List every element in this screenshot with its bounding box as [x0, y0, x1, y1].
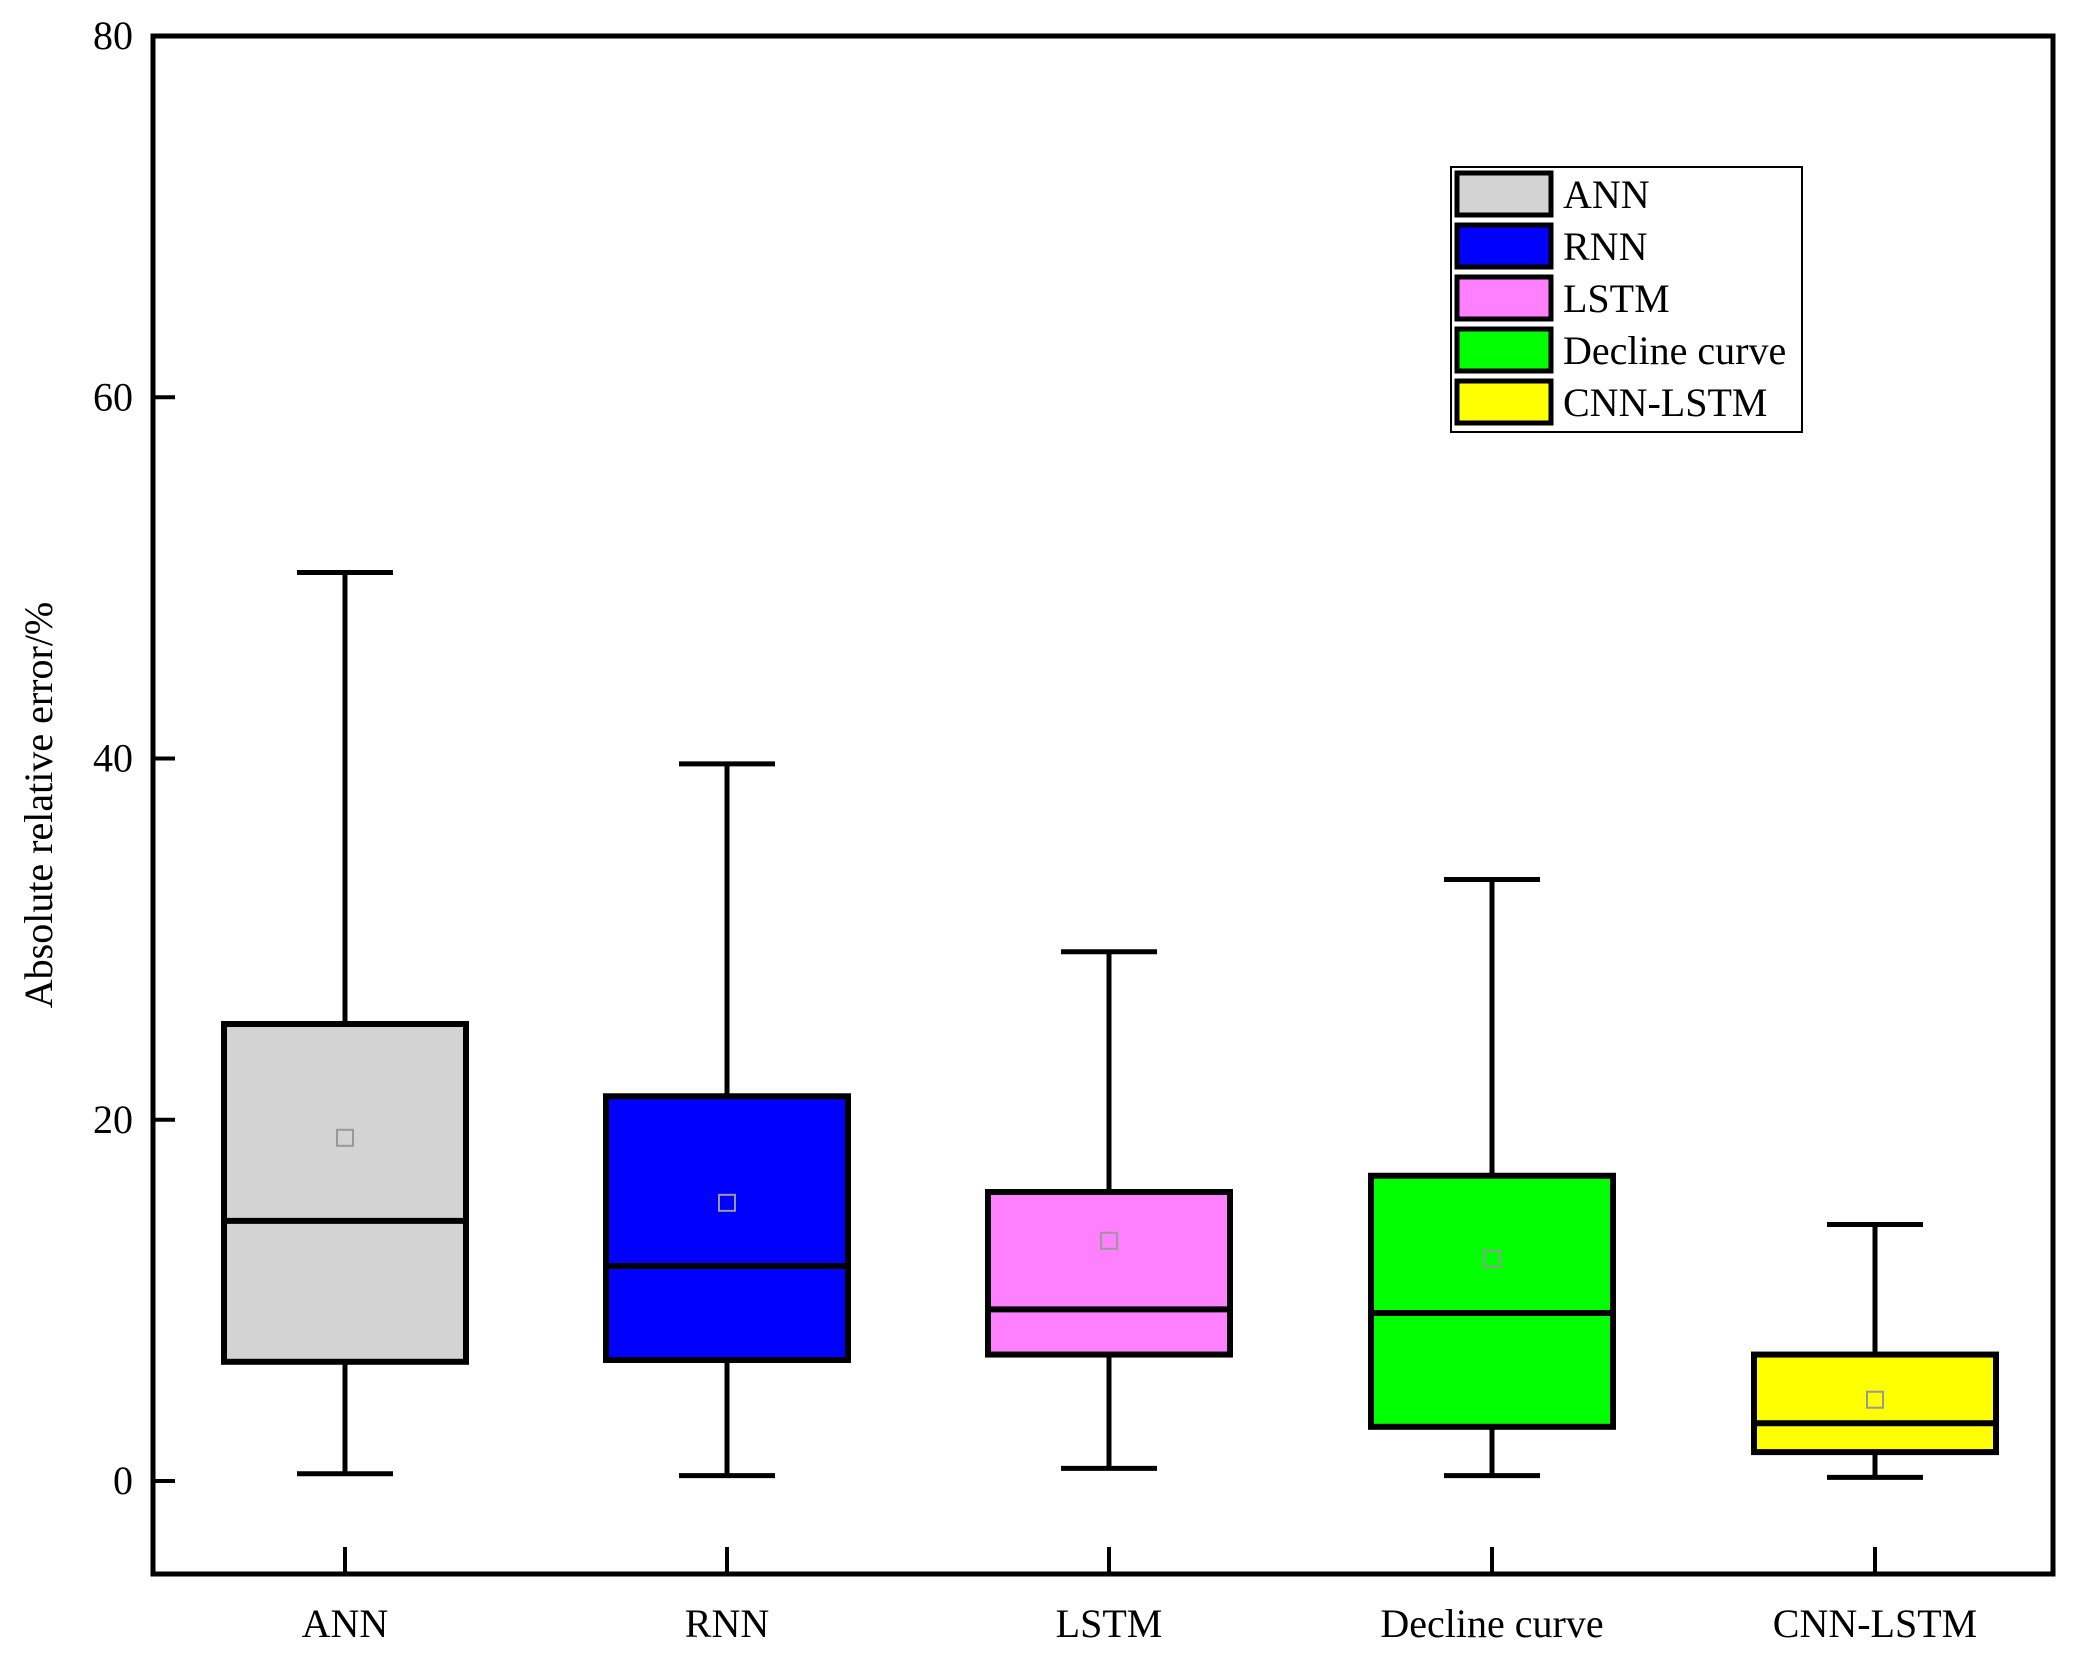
y-axis: 0 20 40 60 80: [93, 13, 175, 1503]
legend-label: ANN: [1563, 172, 1650, 217]
legend-swatch: [1454, 378, 1554, 426]
legend-swatch: [1454, 222, 1554, 270]
x-tick-label: CNN-LSTM: [1773, 1601, 1977, 1646]
iqr-box: [985, 1189, 1233, 1358]
x-tick-label: ANN: [302, 1601, 389, 1646]
plot-frame: [150, 33, 2056, 1577]
box-decline-curve: [1368, 877, 1616, 1479]
y-tick-label: 40: [93, 736, 133, 781]
mean-marker: [1483, 1249, 1501, 1268]
legend-label: CNN-LSTM: [1563, 380, 1767, 425]
boxes-layer: [221, 569, 1999, 1480]
mean-marker: [1100, 1231, 1118, 1250]
iqr-box: [1368, 1172, 1616, 1430]
box-cnn-lstm: [1751, 1222, 1999, 1480]
y-tick-label: 0: [113, 1458, 133, 1503]
y-tick-label: 20: [93, 1097, 133, 1142]
box-ann: [221, 569, 469, 1477]
y-tick-label: 80: [93, 13, 133, 58]
legend-swatch: [1454, 326, 1554, 374]
iqr-box: [603, 1093, 851, 1363]
x-tick-label: LSTM: [1056, 1601, 1163, 1646]
x-axis: ANN RNN LSTM Decline curve CNN-LSTM: [302, 1547, 1977, 1646]
legend-label: RNN: [1563, 224, 1647, 269]
mean-marker: [1866, 1390, 1884, 1409]
box-rnn: [603, 761, 851, 1479]
iqr-box: [221, 1021, 469, 1365]
box-lstm: [985, 949, 1233, 1471]
legend-swatch: [1454, 170, 1554, 218]
legend-label: LSTM: [1563, 276, 1670, 321]
legend-label: Decline curve: [1563, 328, 1786, 373]
x-tick-label: RNN: [685, 1601, 769, 1646]
legend: ANN RNN LSTM Decline curve CNN-LSTM: [1450, 166, 1803, 433]
mean-marker: [718, 1193, 736, 1212]
mean-marker: [336, 1128, 354, 1147]
legend-swatch: [1454, 274, 1554, 322]
y-tick-label: 60: [93, 374, 133, 419]
iqr-box: [1751, 1351, 1999, 1456]
y-axis-title: Absolute relative error/%: [16, 602, 61, 1009]
x-tick-label: Decline curve: [1380, 1601, 1603, 1646]
